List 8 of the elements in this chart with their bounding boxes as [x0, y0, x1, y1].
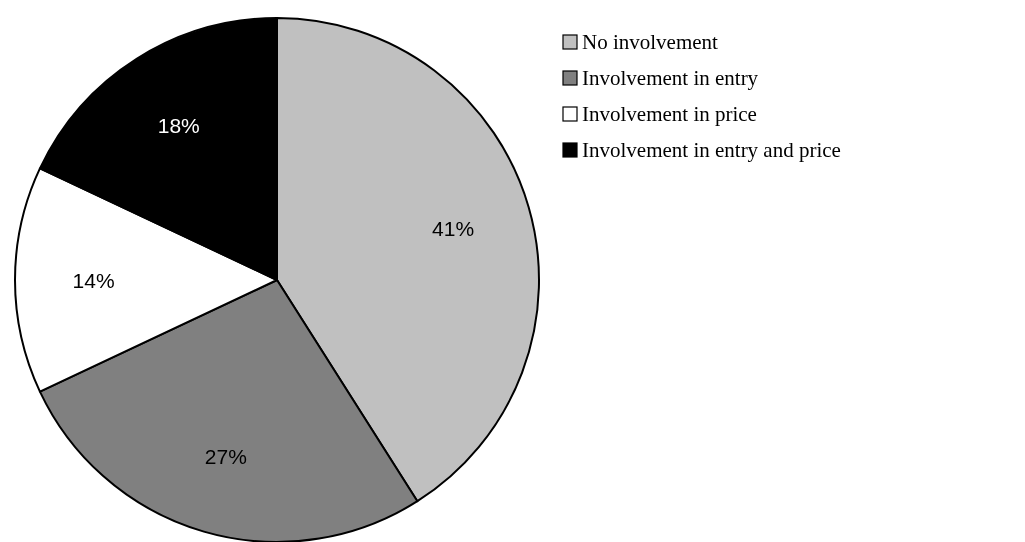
- data-label: 27%: [204, 444, 247, 468]
- legend-label: Involvement in entry: [582, 66, 759, 90]
- legend-label: Involvement in entry and price: [582, 138, 841, 162]
- data-label: 18%: [157, 113, 200, 137]
- legend-label: Involvement in price: [582, 102, 757, 126]
- legend-label: No involvement: [582, 30, 719, 54]
- data-label: 41%: [432, 217, 475, 241]
- data-label: 14%: [72, 268, 115, 292]
